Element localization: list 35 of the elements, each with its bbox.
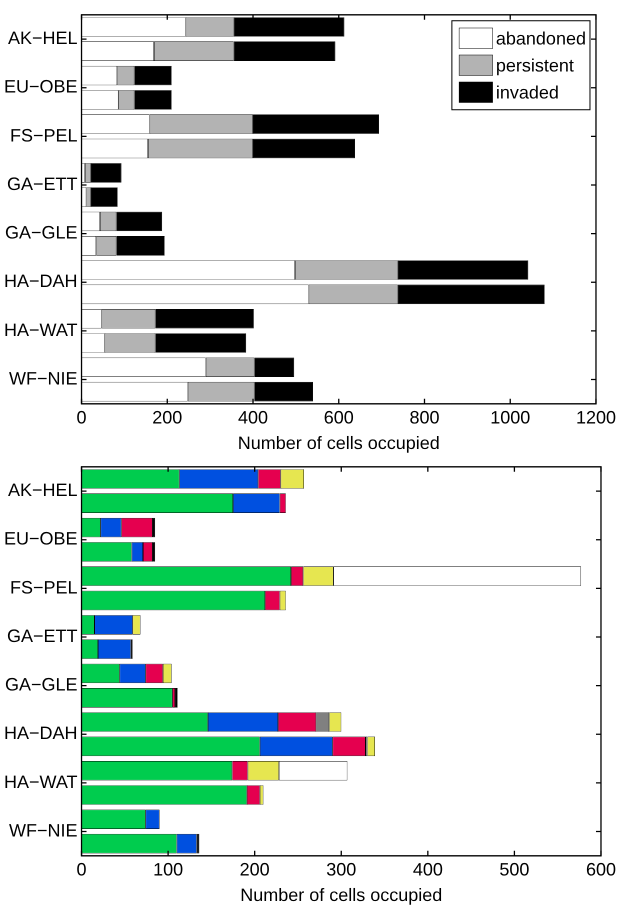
y-tick-label: WF−NIE (9, 820, 78, 840)
x-tick-label: 1200 (576, 408, 616, 428)
x-tick-label: 1000 (490, 408, 530, 428)
legend-label: persistent (496, 55, 574, 76)
x-tick-label: 400 (412, 860, 443, 880)
x-tick-label: 0 (76, 860, 87, 880)
y-tick-label: GA−ETT (7, 174, 78, 194)
y-tick-label: HA−DAH (4, 271, 78, 292)
x-axis-title: Number of cells occupied (238, 433, 440, 454)
x-tick-label: 200 (152, 408, 182, 428)
y-tick-label: FS−PEL (10, 125, 78, 146)
x-tick-label: 600 (324, 408, 354, 428)
y-tick-label: HA−WAT (4, 320, 78, 340)
y-tick-label: AK−HEL (8, 28, 78, 48)
y-tick-label: GA−ETT (7, 626, 78, 646)
x-tick-label: 800 (409, 408, 440, 428)
y-tick-label: GA−GLE (4, 674, 78, 695)
y-tick-label: FS−PEL (10, 577, 78, 598)
legend-label: invaded (496, 82, 559, 102)
x-axis-title: Number of cells occupied (240, 885, 442, 906)
y-tick-label: EU−OBE (4, 76, 78, 97)
x-tick-label: 0 (76, 408, 87, 428)
x-tick-label: 500 (499, 860, 530, 880)
x-tick-label: 200 (240, 860, 270, 880)
x-tick-label: 300 (326, 860, 356, 880)
y-tick-label: EU−OBE (4, 528, 78, 549)
x-tick-label: 400 (238, 408, 268, 428)
y-tick-label: HA−WAT (4, 772, 78, 792)
x-tick-label: 600 (586, 860, 616, 880)
y-tick-label: GA−GLE (4, 222, 78, 243)
x-tick-label: 100 (153, 860, 184, 880)
y-tick-label: AK−HEL (8, 480, 78, 500)
y-tick-label: WF−NIE (9, 368, 78, 388)
y-tick-label: HA−DAH (4, 723, 78, 744)
legend-label: abandoned (496, 28, 586, 48)
